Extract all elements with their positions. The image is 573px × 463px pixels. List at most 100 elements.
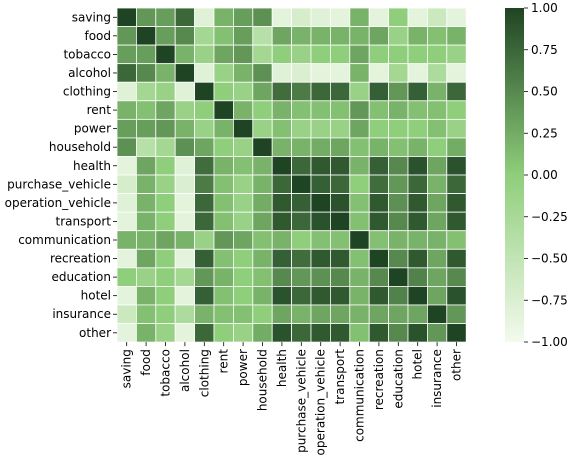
heatmap-cell (232, 211, 254, 232)
heatmap-cell (349, 137, 370, 157)
heatmap-cell (135, 230, 157, 250)
heatmap-cell (388, 44, 409, 65)
heatmap-cell (194, 285, 215, 306)
heatmap-cell (135, 26, 157, 46)
heatmap-cell (388, 211, 409, 232)
heatmap-cell (232, 7, 254, 27)
heatmap-cell (368, 285, 390, 306)
x-tick-label: health (275, 349, 289, 387)
heatmap-cell (368, 304, 390, 324)
heatmap-cell (368, 248, 390, 269)
heatmap-cell (291, 304, 312, 324)
heatmap-cell (174, 100, 195, 120)
heatmap-cell (310, 100, 331, 120)
heatmap-cell (446, 81, 467, 102)
heatmap-cell (213, 248, 234, 269)
heatmap-cell (271, 156, 293, 176)
heatmap-cell (426, 304, 448, 324)
heatmap-cell (174, 26, 195, 46)
heatmap-cell (291, 7, 312, 27)
heatmap-cell (349, 100, 370, 120)
heatmap-cell (426, 211, 448, 232)
heatmap-cell (310, 156, 331, 176)
heatmap-cell (194, 118, 215, 139)
heatmap-cell (155, 7, 176, 27)
heatmap-cell (232, 118, 254, 139)
heatmap-cell (232, 63, 254, 83)
heatmap-cell (135, 63, 157, 83)
heatmap-cell (446, 285, 467, 306)
heatmap-cell (213, 230, 234, 250)
heatmap-cell (155, 304, 176, 324)
heatmap-cell (310, 26, 331, 46)
heatmap-cell (155, 248, 176, 269)
heatmap-cell (232, 44, 254, 65)
heatmap-cell (155, 211, 176, 232)
heatmap-cell (446, 26, 467, 46)
heatmap-cell (194, 193, 215, 213)
y-tick-label: education (51, 270, 111, 284)
heatmap-cell (368, 137, 390, 157)
heatmap-cell (446, 156, 467, 176)
heatmap-cell (271, 267, 293, 287)
heatmap-cell (291, 193, 312, 213)
x-tick-label: household (256, 349, 270, 411)
heatmap-cell (116, 100, 137, 120)
heatmap-cell (194, 7, 215, 27)
heatmap-cell (388, 63, 409, 83)
y-tick-label: power (74, 122, 111, 136)
heatmap-cell (174, 137, 195, 157)
heatmap-cell (349, 44, 370, 65)
heatmap-cell (252, 267, 273, 287)
heatmap-cell (426, 193, 448, 213)
heatmap-cell (116, 193, 137, 213)
heatmap-cell (271, 304, 293, 324)
y-tick-label: saving (72, 10, 111, 24)
colorbar: 1.00 0.75 0.50 0.25 0.00 −0.25 −0.50 −0.75 −1.00 (505, 1, 568, 349)
heatmap-cell (388, 323, 409, 343)
heatmap-cell (194, 323, 215, 343)
heatmap-cell (194, 81, 215, 102)
heatmap-cell (426, 7, 448, 27)
colorbar-tick-label: 0.50 (531, 85, 558, 99)
heatmap-cell (194, 63, 215, 83)
colorbar-tick-label: −0.25 (531, 210, 568, 224)
heatmap-cell (329, 267, 351, 287)
heatmap-cell (194, 174, 215, 194)
heatmap-cell (116, 81, 137, 102)
heatmap-cell (116, 44, 137, 65)
heatmap-cell (271, 137, 293, 157)
heatmap-cell (310, 7, 331, 27)
heatmap-cell (174, 193, 195, 213)
heatmap-cell (329, 193, 351, 213)
heatmap-cell (135, 7, 157, 27)
y-tick-label: food (84, 29, 111, 43)
heatmap-cell (407, 156, 428, 176)
x-tick-label: other (450, 349, 464, 381)
y-axis-ticks: saving food tobacco alcohol clothing rent powe… (5, 10, 117, 340)
heatmap-cell (310, 174, 331, 194)
heatmap-cell (388, 137, 409, 157)
heatmap-cell (213, 323, 234, 343)
heatmap-cell (329, 230, 351, 250)
heatmap-cell (174, 81, 195, 102)
heatmap-cell (349, 304, 370, 324)
heatmap-cell (174, 304, 195, 324)
heatmap-cell (407, 267, 428, 287)
heatmap-cell (213, 267, 234, 287)
heatmap-cell (252, 211, 273, 232)
heatmap-cell (310, 267, 331, 287)
heatmap-cell (271, 193, 293, 213)
heatmap-cell (116, 137, 137, 157)
heatmap-cell (116, 156, 137, 176)
heatmap-cell (407, 323, 428, 343)
y-tick-label: transport (56, 214, 112, 228)
heatmap-cell (232, 304, 254, 324)
heatmap-cell (426, 156, 448, 176)
heatmap-cell (135, 193, 157, 213)
heatmap-cell (213, 193, 234, 213)
heatmap-cell (291, 81, 312, 102)
heatmap-cell (252, 7, 273, 27)
heatmap-cell (349, 7, 370, 27)
y-tick-label: purchase_vehicle (7, 177, 111, 191)
